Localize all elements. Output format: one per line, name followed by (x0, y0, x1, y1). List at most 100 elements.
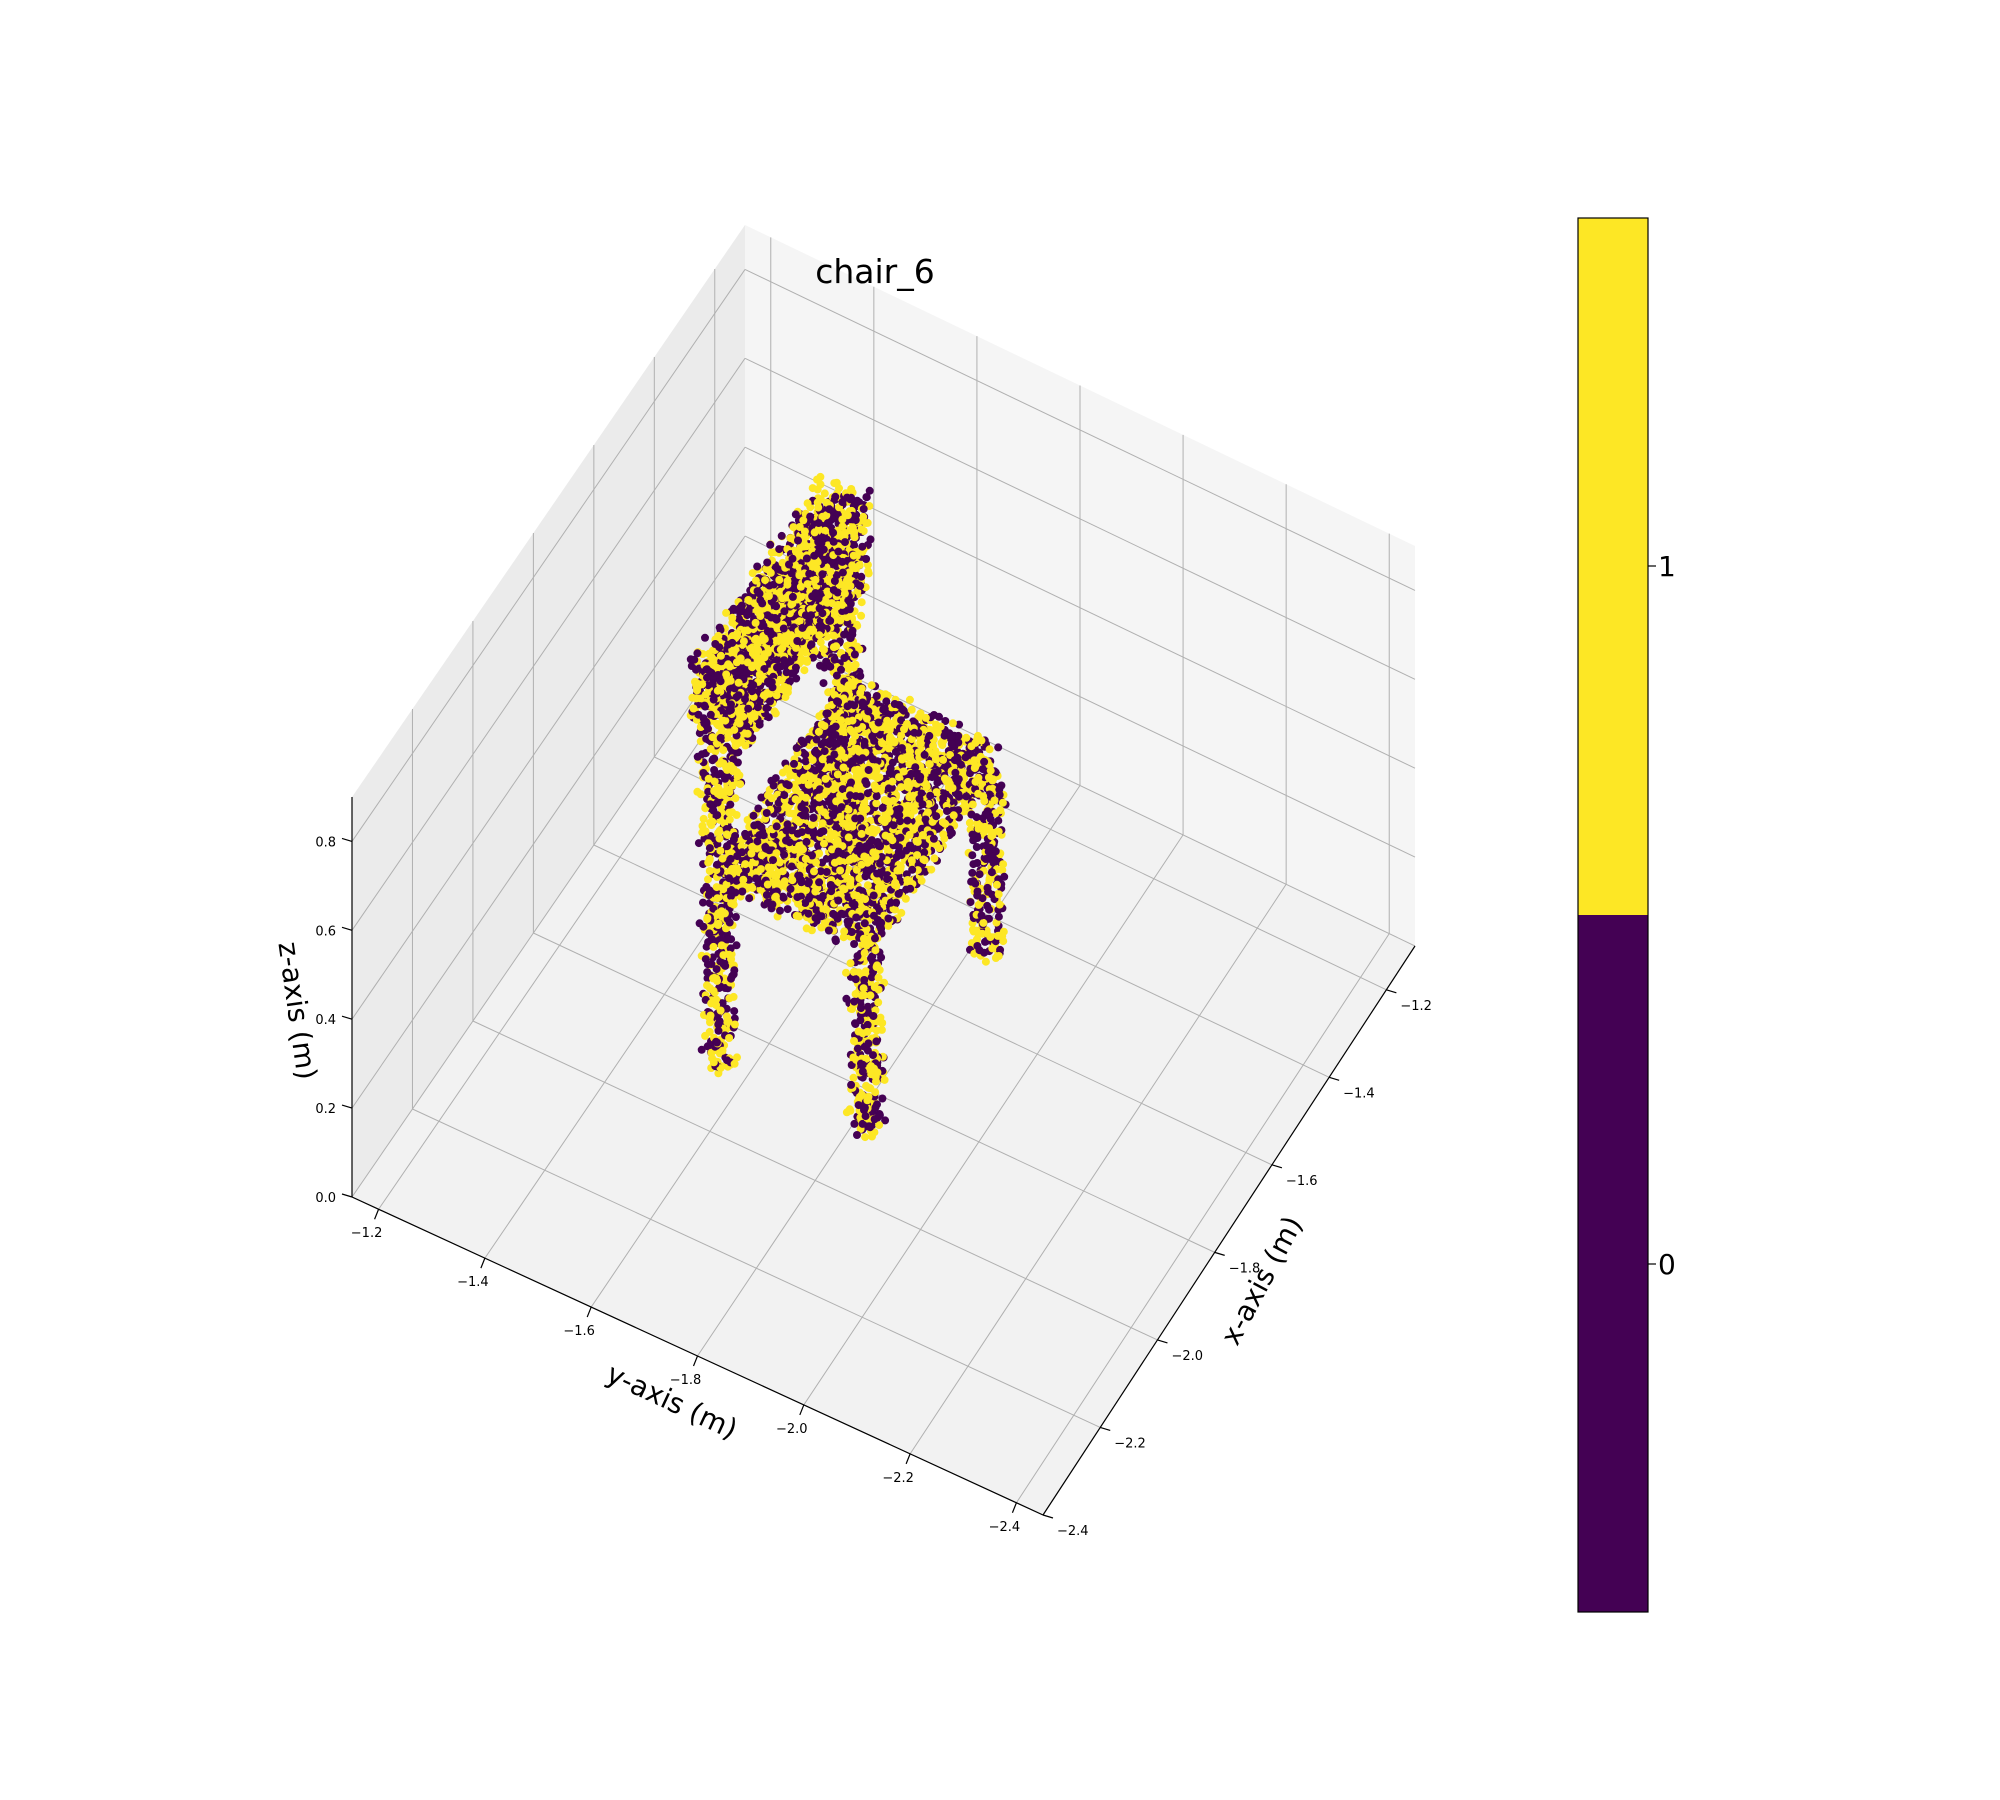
scatter-point (830, 610, 839, 619)
scatter-point (841, 735, 850, 744)
scatter-point (816, 638, 825, 647)
scatter-point (731, 741, 740, 750)
scatter-point (700, 701, 709, 710)
scatter-point (706, 1011, 715, 1020)
grid-z-back (351, 358, 746, 931)
scatter-point (806, 625, 815, 634)
scatter-point (758, 599, 767, 608)
scatter-point (725, 1034, 734, 1042)
scatter-point (807, 926, 816, 935)
scatter-point (803, 499, 812, 508)
scatter-point (781, 693, 790, 702)
scatter-point (820, 489, 829, 498)
scatter-point (779, 624, 788, 633)
scatter-point (785, 560, 793, 569)
scatter-point (692, 694, 701, 703)
scatter-point (846, 495, 855, 504)
scatter-point (857, 572, 866, 581)
scatter-point (719, 960, 728, 969)
scatter-point (832, 671, 841, 680)
scatter-point (734, 678, 743, 687)
scatter-point (762, 891, 771, 899)
scatter-point (819, 679, 828, 688)
scatter-point (792, 643, 800, 652)
scatter-point (735, 771, 744, 780)
scatter-point (709, 655, 718, 664)
scatter-point (832, 642, 841, 651)
scatter-point (788, 669, 796, 678)
scatter-point (815, 631, 824, 640)
scatter-point (763, 648, 772, 657)
scatter-point (704, 787, 713, 796)
scatter-point (706, 745, 715, 753)
scatter-point (724, 640, 733, 649)
scatter-point (722, 924, 730, 933)
scatter-point (766, 568, 775, 577)
scatter-point (903, 876, 912, 885)
scatter-point (713, 1038, 721, 1047)
scatter-point (737, 601, 746, 610)
scatter-point (711, 640, 720, 648)
scatter-point (780, 607, 789, 616)
grid-y-floor (1016, 933, 1390, 1504)
scatter-point (751, 576, 760, 585)
grid-z-back (351, 624, 746, 1198)
scatter-point (716, 733, 725, 742)
scatter-point (722, 1012, 731, 1021)
scatter-point (805, 569, 814, 578)
scatter-point (727, 700, 735, 709)
scatter-point (985, 745, 994, 754)
scatter-point (736, 654, 745, 663)
scatter-point (718, 854, 727, 863)
scatter-point (766, 540, 775, 549)
scatter-point (753, 703, 762, 712)
scatter-point (848, 626, 857, 635)
scatter-point (793, 637, 802, 645)
scatter-point (760, 635, 769, 644)
scatter-point (802, 542, 811, 551)
grid-z-back (351, 446, 746, 1020)
scatter-point (826, 567, 835, 576)
scatter-point (715, 1017, 724, 1026)
scatter-point (749, 681, 758, 689)
scatter-point (733, 629, 742, 638)
scatter-point (905, 695, 914, 704)
x-axis-line (1042, 945, 1416, 1516)
scatter-point (832, 562, 841, 570)
scatter-point (704, 774, 713, 783)
scatter-point (716, 651, 725, 660)
scatter-point (810, 551, 819, 560)
scatter-point (856, 671, 865, 680)
scatter-point (739, 712, 748, 721)
scatter-point (735, 614, 743, 623)
scatter-point (834, 547, 843, 556)
scatter-points (686, 472, 1010, 1142)
scatter-point (722, 830, 731, 839)
scatter-point (872, 692, 881, 700)
scatter-point (699, 814, 708, 823)
scatter-point (831, 492, 840, 501)
scatter-point (834, 601, 843, 609)
scatter-point (841, 528, 849, 537)
scatter-point (803, 656, 811, 665)
scatter-point (829, 586, 838, 595)
scatter-point (713, 894, 722, 903)
scatter-point (772, 602, 781, 611)
scatter-point (707, 999, 716, 1008)
scatter-point (770, 707, 779, 716)
scatter-point (810, 528, 819, 537)
scatter-point (849, 663, 858, 672)
scatter-point (795, 523, 804, 531)
scatter-point (701, 633, 709, 642)
scatter-point (715, 759, 724, 768)
grid-z-side (744, 357, 1416, 680)
scatter-point (841, 538, 849, 547)
scatter-point (776, 645, 785, 654)
scatter-point (859, 505, 868, 513)
scatter-point (730, 1007, 739, 1016)
scatter-point (733, 758, 742, 767)
scatter-point (745, 894, 754, 903)
scatter-point (797, 593, 806, 602)
scatter-point (853, 621, 862, 630)
scatter-point (713, 719, 721, 728)
